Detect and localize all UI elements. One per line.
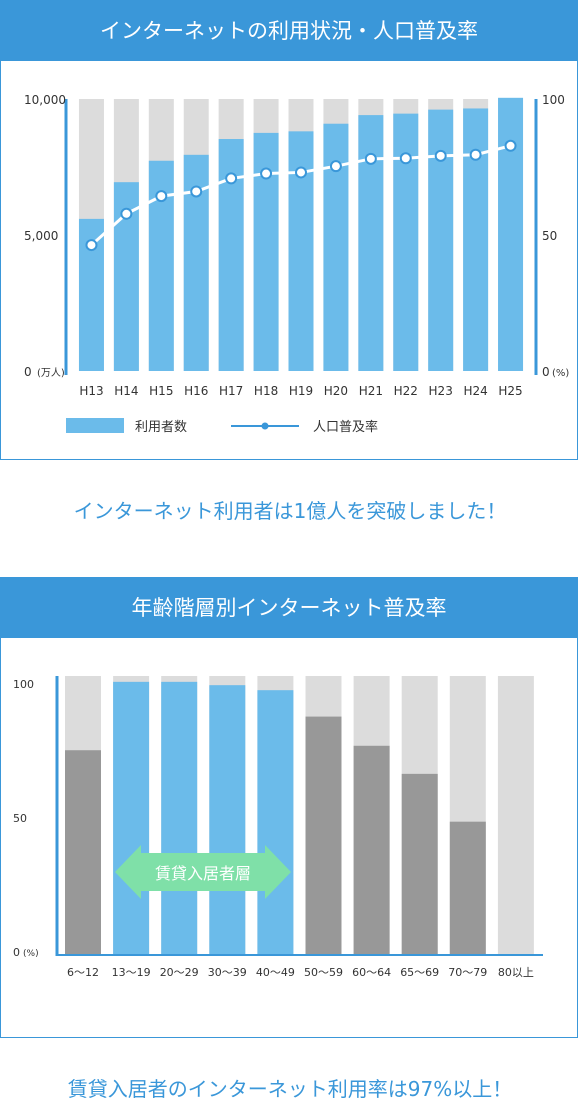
usage-chart: H13 H14 H15 H16 H17 H18 H19 H20 H21 H22 H23 H24 H25 1… xyxy=(24,93,569,435)
age-y-tick-label: 50 xyxy=(13,812,27,825)
penetration-point xyxy=(469,148,482,161)
left-tick-label: 5,000 xyxy=(24,229,58,243)
age-tick-label: 50〜59 xyxy=(304,966,343,979)
penetration-point xyxy=(225,172,238,185)
right-tick-label: 100 xyxy=(542,93,565,107)
x-tick-label: H16 xyxy=(184,384,208,398)
age-bar xyxy=(305,716,342,954)
usage-panel-title: インターネットの利用状況・人口普及率 xyxy=(1,1,577,61)
penetration-point xyxy=(85,239,98,252)
left-tick-label: 0 xyxy=(24,365,32,379)
usage-panel: インターネットの利用状況・人口普及率 H13 H14 H15 H16 H17 H18 H19… xyxy=(0,0,578,460)
age-tick-label: 60〜64 xyxy=(352,966,391,979)
age-bar xyxy=(401,773,438,954)
legend-line-dot xyxy=(261,422,269,430)
right-unit-label: (%) xyxy=(552,368,569,379)
usage-caption: インターネット利用者は1億人を突破しました！ xyxy=(73,499,507,523)
age-bar xyxy=(209,685,246,954)
x-tick-label: H23 xyxy=(429,384,453,398)
left-tick-label: 10,000 xyxy=(24,93,66,107)
age-unit-label: (%) xyxy=(23,949,39,959)
usage-bar xyxy=(498,97,524,372)
age-bar-track xyxy=(497,676,534,954)
left-unit-label: (万人) xyxy=(37,367,65,379)
age-tick-label: 30〜39 xyxy=(208,966,247,979)
renter-age-arrow xyxy=(115,845,291,899)
age-tick-label: 70〜79 xyxy=(448,966,487,979)
penetration-point xyxy=(329,160,342,173)
x-tick-label: H19 xyxy=(289,384,313,398)
age-tick-label: 65〜69 xyxy=(400,966,439,979)
age-panel: 年齢階層別インターネット普及率 6〜12 13〜19 20〜29 30〜39 40〜49… xyxy=(0,577,578,1038)
age-tick-label: 13〜19 xyxy=(112,966,151,979)
legend-bar-swatch xyxy=(66,418,124,433)
age-panel-title: 年齢階層別インターネット普及率 xyxy=(1,578,577,638)
age-tick-label: 6〜12 xyxy=(67,966,99,979)
penetration-point xyxy=(295,166,307,179)
usage-bar xyxy=(393,113,419,371)
age-bar xyxy=(353,745,390,954)
x-tick-label: H18 xyxy=(254,384,278,398)
x-tick-label: H13 xyxy=(79,384,103,398)
x-tick-label: H25 xyxy=(498,384,522,398)
age-bar xyxy=(449,821,486,954)
legend-bar-label: 利用者数 xyxy=(135,420,187,435)
usage-bar xyxy=(463,108,489,371)
x-tick-label: H14 xyxy=(114,384,138,398)
right-tick-label: 50 xyxy=(542,229,557,243)
age-tick-label: 80以上 xyxy=(498,966,534,979)
penetration-point xyxy=(504,139,517,152)
age-tick-label: 40〜49 xyxy=(256,966,295,979)
usage-bar xyxy=(428,109,454,371)
renter-age-label: 賃貸入居者層 xyxy=(155,864,251,883)
age-bar xyxy=(113,681,150,954)
age-chart: 6〜12 13〜19 20〜29 30〜39 40〜49 50〜59 60〜64 65〜69 7… xyxy=(13,676,543,979)
age-bar xyxy=(161,681,198,954)
penetration-point xyxy=(120,207,133,220)
x-tick-label: H22 xyxy=(394,384,418,398)
x-tick-label: H15 xyxy=(149,384,173,398)
penetration-point xyxy=(399,152,412,165)
penetration-point xyxy=(260,167,273,180)
penetration-point xyxy=(190,185,203,198)
x-tick-label: H24 xyxy=(463,384,487,398)
age-caption: 賃貸入居者のインターネット利用率は97%以上！ xyxy=(67,1077,513,1101)
age-bar xyxy=(257,690,294,954)
penetration-point xyxy=(434,149,447,162)
x-tick-label: H17 xyxy=(219,384,243,398)
age-y-tick-label: 0 xyxy=(13,946,20,959)
x-tick-label: H20 xyxy=(324,384,348,398)
x-tick-label: H21 xyxy=(359,384,383,398)
right-tick-label: 0 xyxy=(542,365,550,379)
penetration-point xyxy=(364,152,377,165)
legend-line-label: 人口普及率 xyxy=(313,419,378,435)
age-y-tick-label: 100 xyxy=(13,678,34,691)
penetration-point xyxy=(155,190,168,203)
age-bar xyxy=(65,750,101,954)
age-tick-label: 20〜29 xyxy=(160,966,199,979)
